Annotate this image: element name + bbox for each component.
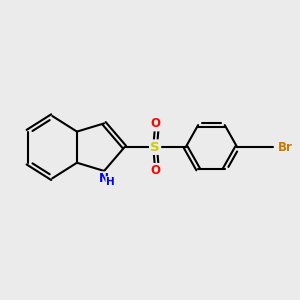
Text: S: S <box>150 141 160 154</box>
Text: N: N <box>99 172 109 185</box>
Text: O: O <box>151 164 161 177</box>
Text: H: H <box>106 177 115 187</box>
Text: Br: Br <box>278 141 292 154</box>
Text: O: O <box>151 118 161 130</box>
